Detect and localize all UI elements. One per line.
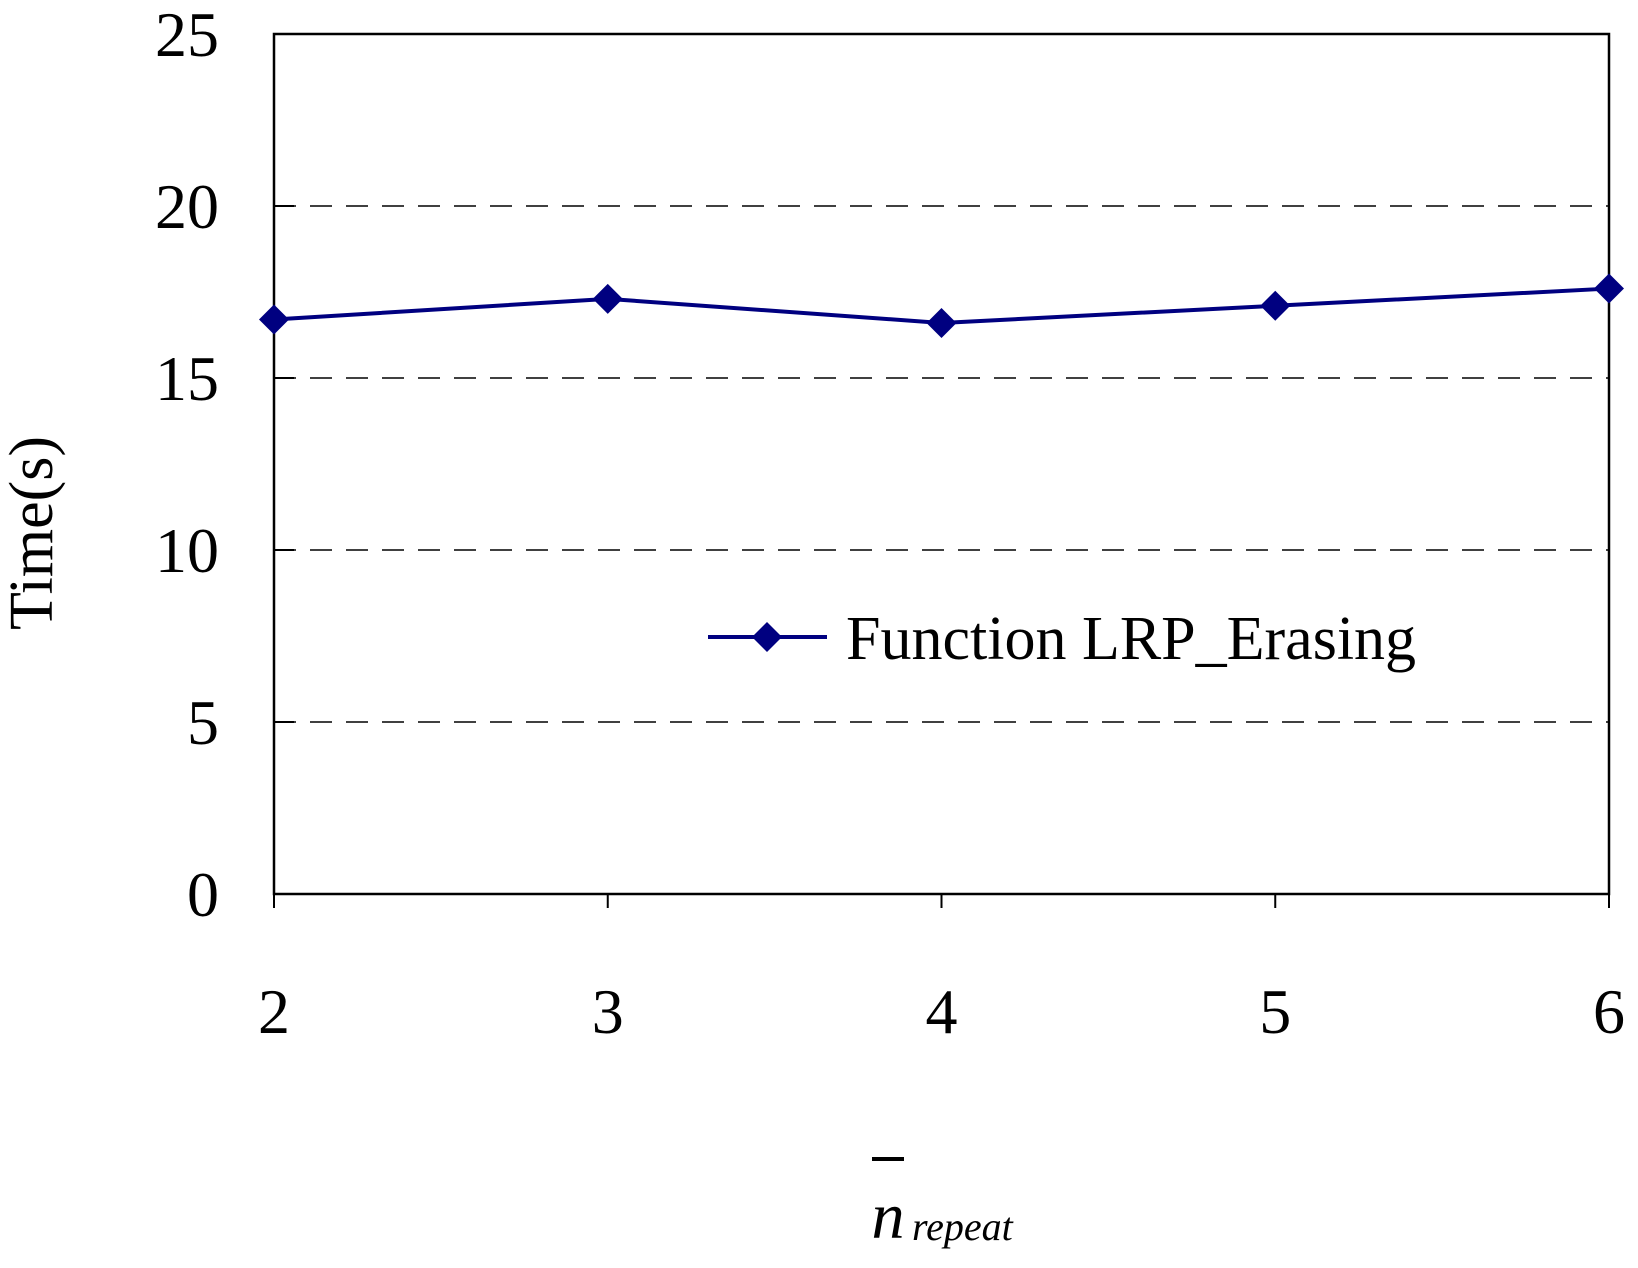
y-tick-label: 20 (155, 171, 219, 242)
legend-marker (752, 622, 782, 652)
x-axis-label-subscript: repeat (912, 1204, 1014, 1249)
y-tick-label: 5 (187, 687, 219, 758)
data-marker (592, 283, 623, 314)
data-marker (1594, 273, 1624, 304)
data-marker (1260, 290, 1291, 321)
x-tick-label: 4 (926, 976, 958, 1047)
y-tick-label: 10 (155, 515, 219, 586)
data-marker (259, 304, 289, 335)
y-axis-label: Time(s) (0, 436, 66, 630)
data-marker (926, 307, 957, 338)
x-tick-label: 5 (1259, 976, 1291, 1047)
y-tick-label: 15 (155, 343, 219, 414)
plot-frame (272, 32, 1611, 896)
x-tick-label: 3 (592, 976, 624, 1047)
x-tick-label: 2 (258, 976, 290, 1047)
x-tick-label: 6 (1593, 976, 1625, 1047)
x-axis-label: n (872, 1180, 905, 1253)
y-tick-label: 25 (155, 0, 219, 70)
legend-label: Function LRP_Erasing (846, 605, 1416, 673)
y-tick-label: 0 (187, 859, 219, 930)
